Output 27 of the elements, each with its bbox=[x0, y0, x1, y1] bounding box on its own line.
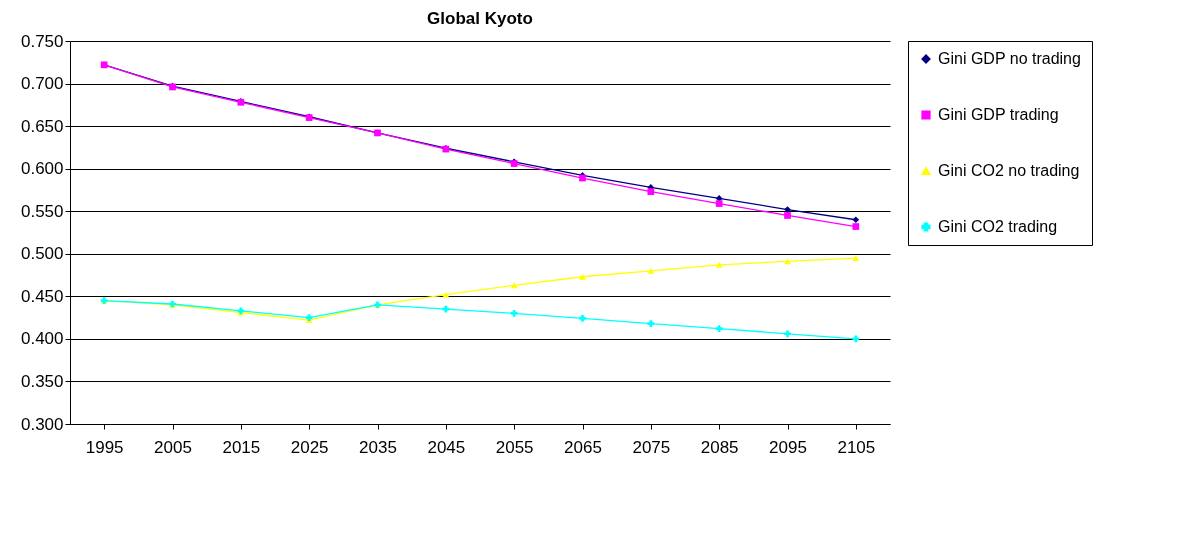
legend-label: Gini CO2 trading bbox=[938, 218, 1058, 235]
y-tick-label: 0.300 bbox=[20, 414, 64, 434]
y-tick-label: 0.550 bbox=[20, 201, 64, 221]
legend-label: Gini GDP no trading bbox=[938, 50, 1081, 67]
y-tick-label: 0.450 bbox=[20, 286, 64, 306]
y-tick-label: 0.400 bbox=[20, 329, 64, 349]
x-tick-label: 2025 bbox=[290, 437, 329, 457]
y-tick-label: 0.500 bbox=[20, 244, 64, 264]
x-tick-label: 2105 bbox=[837, 437, 876, 457]
y-tick-label: 0.750 bbox=[20, 31, 64, 51]
x-tick-label: 2015 bbox=[222, 437, 261, 457]
x-tick-label: 2085 bbox=[700, 437, 739, 457]
y-tick-label: 0.700 bbox=[20, 74, 64, 94]
x-tick-label: 2045 bbox=[427, 437, 466, 457]
x-tick-label: 2095 bbox=[769, 437, 807, 457]
y-tick-label: 0.350 bbox=[20, 371, 64, 391]
legend-label: Gini GDP trading bbox=[938, 106, 1059, 123]
y-tick-label: 0.650 bbox=[20, 116, 64, 136]
x-tick-label: 2005 bbox=[154, 437, 192, 457]
y-tick-label: 0.600 bbox=[20, 159, 64, 179]
x-tick-label: 2035 bbox=[359, 437, 397, 457]
chart-title: Global Kyoto bbox=[427, 9, 533, 28]
x-tick-label: 2055 bbox=[495, 437, 534, 457]
legend-label: Gini CO2 no trading bbox=[938, 162, 1080, 179]
x-tick-label: 2075 bbox=[632, 437, 671, 457]
x-tick-label: 2065 bbox=[564, 437, 602, 457]
x-tick-label: 1995 bbox=[85, 437, 124, 457]
